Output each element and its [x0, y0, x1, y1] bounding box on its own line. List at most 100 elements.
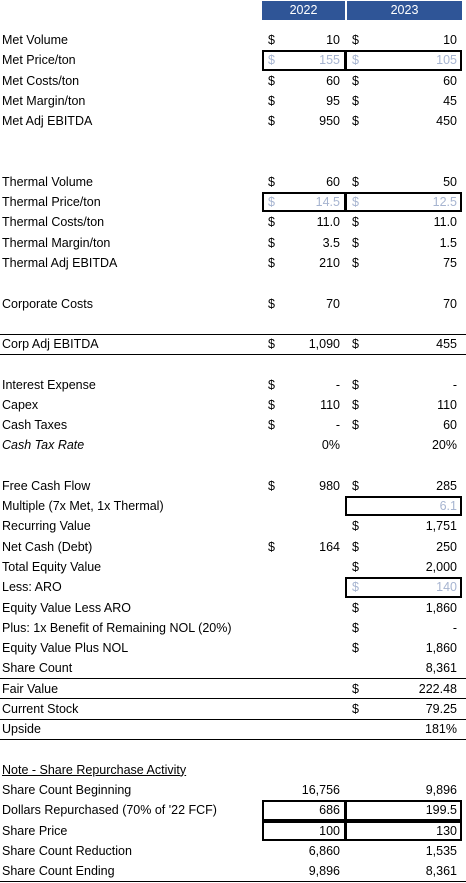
row-border: [0, 698, 466, 700]
value-2023: 8,361: [425, 661, 457, 676]
row-label: Less: ARO: [2, 580, 62, 595]
value-2023: 130: [436, 823, 457, 838]
value-2023: 20%: [431, 438, 457, 453]
row-label: Corporate Costs: [2, 296, 94, 311]
currency-sign: $: [352, 620, 359, 635]
currency-sign: $: [352, 73, 359, 88]
input-box: [345, 577, 462, 598]
value-2022: -: [335, 377, 340, 392]
currency-sign: $: [352, 701, 359, 716]
row-label: Equity Value Less ARO: [2, 600, 132, 615]
row-label: Met Volume: [2, 33, 69, 47]
value-2022: 10: [326, 33, 340, 47]
value-2022: 14.5: [315, 195, 340, 210]
input-box: [345, 192, 462, 213]
value-2022: 980: [319, 478, 340, 493]
value-2022: 686: [319, 803, 340, 818]
currency-sign: $: [352, 235, 359, 250]
row-border: [0, 880, 466, 882]
year-header: 2023: [347, 1, 462, 20]
currency-sign: $: [352, 377, 359, 392]
currency-sign: $: [352, 641, 359, 656]
value-2023: 70: [443, 296, 457, 311]
row-label: Note - Share Repurchase Activity: [2, 762, 187, 777]
currency-sign: $: [352, 215, 359, 230]
currency-sign: $: [268, 418, 275, 433]
value-2023: 450: [436, 114, 457, 129]
value-2022: 16,756: [301, 782, 340, 797]
currency-sign: $: [268, 33, 275, 47]
input-box: [345, 50, 462, 71]
value-2023: -: [452, 377, 457, 392]
currency-sign: $: [352, 519, 359, 534]
value-2023: 10: [443, 33, 457, 47]
row-label: Plus: 1x Benefit of Remaining NOL (20%): [2, 620, 232, 635]
value-2022: 95: [326, 93, 340, 108]
value-2023: 75: [443, 255, 457, 270]
value-2022: 60: [326, 73, 340, 88]
currency-sign: $: [268, 397, 275, 412]
row-label: Thermal Adj EBITDA: [2, 255, 118, 270]
value-2022: 164: [319, 539, 340, 554]
value-2023: 45: [443, 93, 457, 108]
currency-sign: $: [268, 93, 275, 108]
currency-sign: $: [268, 215, 275, 230]
value-2023: 60: [443, 418, 457, 433]
row-label: Recurring Value: [2, 519, 91, 534]
currency-sign: $: [352, 560, 359, 575]
currency-sign: $: [268, 337, 275, 352]
input-box: [262, 820, 346, 841]
value-2022: 950: [319, 114, 340, 129]
value-2023: 1,751: [425, 519, 457, 534]
currency-sign: $: [268, 478, 275, 493]
row-label: Corp Adj EBITDA: [2, 337, 99, 352]
input-box: [345, 496, 462, 517]
row-label: Met Price/ton: [2, 53, 76, 68]
value-2022: 0%: [321, 438, 340, 453]
currency-sign: $: [268, 296, 275, 311]
currency-sign: $: [352, 255, 359, 270]
currency-sign: $: [352, 195, 359, 210]
value-2023: 8,361: [425, 864, 457, 879]
value-2023: 140: [436, 580, 457, 595]
value-2023: 110: [437, 397, 457, 412]
currency-sign: $: [352, 478, 359, 493]
currency-sign: $: [352, 53, 359, 68]
row-label: Share Price: [2, 823, 68, 838]
value-2022: 11.0: [316, 215, 340, 230]
row-label: Thermal Margin/ton: [2, 235, 111, 250]
currency-sign: $: [268, 174, 275, 189]
row-label: Current Stock: [2, 701, 79, 716]
row-label: Met Costs/ton: [2, 73, 80, 88]
row-label: Thermal Price/ton: [2, 195, 101, 210]
row-border: [0, 738, 466, 740]
value-2023: 199.5: [425, 803, 457, 818]
row-label: Met Adj EBITDA: [2, 114, 93, 129]
row-label: Share Count Ending: [2, 864, 115, 879]
currency-sign: $: [268, 235, 275, 250]
value-2023: 1,860: [425, 600, 457, 615]
input-box: [262, 50, 346, 71]
value-2023: 455: [436, 337, 457, 352]
input-box: [345, 800, 462, 821]
value-2023: 250: [436, 539, 457, 554]
currency-sign: $: [352, 600, 359, 615]
input-box: [345, 820, 462, 841]
value-2023: 285: [436, 478, 457, 493]
value-2022: 110: [320, 397, 340, 412]
row-border: [0, 353, 466, 355]
value-2022: 100: [319, 823, 340, 838]
currency-sign: $: [352, 174, 359, 189]
row-label: Cash Taxes: [2, 418, 68, 433]
value-2023: -: [452, 620, 457, 635]
value-2023: 1.5: [439, 235, 457, 250]
row-label: Thermal Costs/ton: [2, 215, 105, 230]
value-2023: 60: [443, 73, 457, 88]
currency-sign: $: [268, 114, 275, 129]
row-label: Dollars Repurchased (70% of '22 FCF): [2, 803, 217, 818]
value-2022: 60: [326, 174, 340, 189]
row-label: Share Count Beginning: [2, 782, 132, 797]
value-2023: 222.48: [418, 681, 457, 696]
value-2023: 1,535: [425, 843, 457, 858]
row-label: Multiple (7x Met, 1x Thermal): [2, 499, 164, 514]
